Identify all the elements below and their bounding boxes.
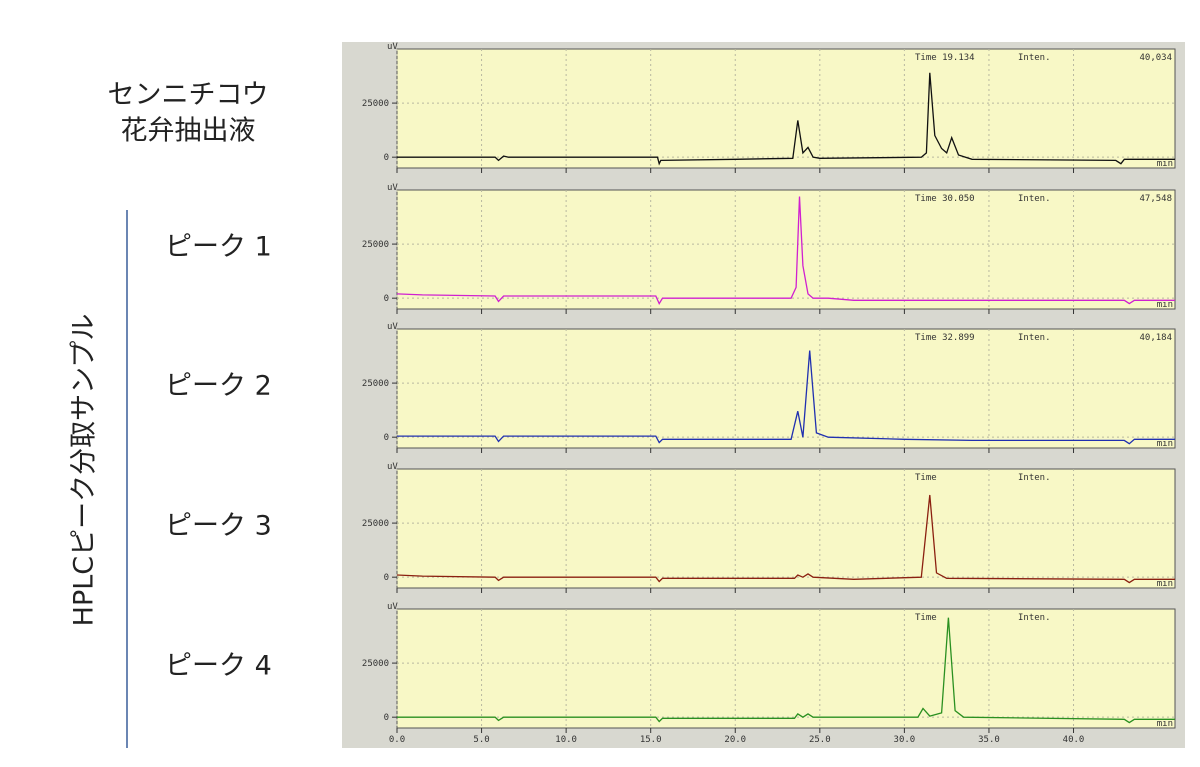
y-axis-label: uV — [387, 462, 398, 472]
x-axis-label: min — [1157, 439, 1173, 449]
panel-label: ピーク 4 — [165, 651, 272, 682]
y-axis-label: uV — [387, 602, 398, 612]
plot-area — [396, 328, 1176, 449]
y-tick-label: 25000 — [362, 240, 389, 250]
x-tick-label: 35.0 — [978, 735, 1000, 745]
y-tick-label: 0 — [384, 153, 389, 163]
x-tick-label: 5.0 — [473, 735, 489, 745]
x-tick-label: 40.0 — [1063, 735, 1085, 745]
annotation: Time 30.050 — [915, 194, 975, 204]
y-tick-label: 0 — [384, 573, 389, 583]
chromatogram-line — [397, 350, 1175, 445]
x-axis-label: min — [1157, 159, 1173, 169]
y-tick-label: 0 — [384, 433, 389, 443]
y-tick-label: 0 — [384, 294, 389, 304]
annotation: Inten. — [1018, 473, 1051, 483]
x-tick-label: 20.0 — [724, 735, 746, 745]
x-axis-label: min — [1157, 579, 1173, 589]
y-tick-label: 25000 — [362, 519, 389, 529]
plot-area — [396, 189, 1176, 310]
annotation: Inten. — [1018, 53, 1051, 63]
panel-label: ピーク 3 — [165, 511, 272, 542]
group-label: HPLCピーク分取サンプル — [69, 314, 100, 627]
y-tick-label: 0 — [384, 713, 389, 723]
annotation: Inten. — [1018, 333, 1051, 343]
chromatogram-line — [396, 494, 1175, 584]
panel-label: ピーク 2 — [165, 371, 272, 402]
y-axis-label: uV — [387, 183, 398, 193]
panel-label: 花弁抽出液 — [121, 116, 256, 147]
x-axis-label: min — [1157, 719, 1173, 729]
panel-label: センニチコウ — [108, 80, 269, 111]
annotation: Time 19.134 — [915, 53, 975, 63]
panel-label: ピーク 1 — [165, 232, 272, 263]
x-tick-label: 15.0 — [640, 735, 662, 745]
y-tick-label: 25000 — [362, 659, 389, 669]
x-tick-label: 25.0 — [809, 735, 831, 745]
plot-area — [396, 608, 1176, 729]
chromatogram-line — [396, 196, 1175, 305]
y-tick-label: 25000 — [362, 99, 389, 109]
annotation: 40,034 — [1139, 53, 1172, 63]
annotation: Time — [915, 473, 937, 483]
y-axis-label: uV — [387, 42, 398, 52]
chromatogram-line — [397, 617, 1175, 724]
plot-area — [396, 48, 1176, 169]
annotation: Inten. — [1018, 613, 1051, 623]
annotation: Time 32.899 — [915, 333, 975, 343]
y-tick-label: 25000 — [362, 379, 389, 389]
chromatogram-line — [397, 72, 1175, 166]
x-tick-label: 0.0 — [389, 735, 405, 745]
annotation: Inten. — [1018, 194, 1051, 204]
x-tick-label: 10.0 — [555, 735, 577, 745]
annotation: 40,184 — [1139, 333, 1172, 343]
x-axis-label: min — [1157, 300, 1173, 310]
plot-area — [396, 468, 1176, 589]
y-axis-label: uV — [387, 322, 398, 332]
x-tick-label: 30.0 — [894, 735, 916, 745]
annotation: Time — [915, 613, 937, 623]
annotation: 47,548 — [1139, 194, 1172, 204]
